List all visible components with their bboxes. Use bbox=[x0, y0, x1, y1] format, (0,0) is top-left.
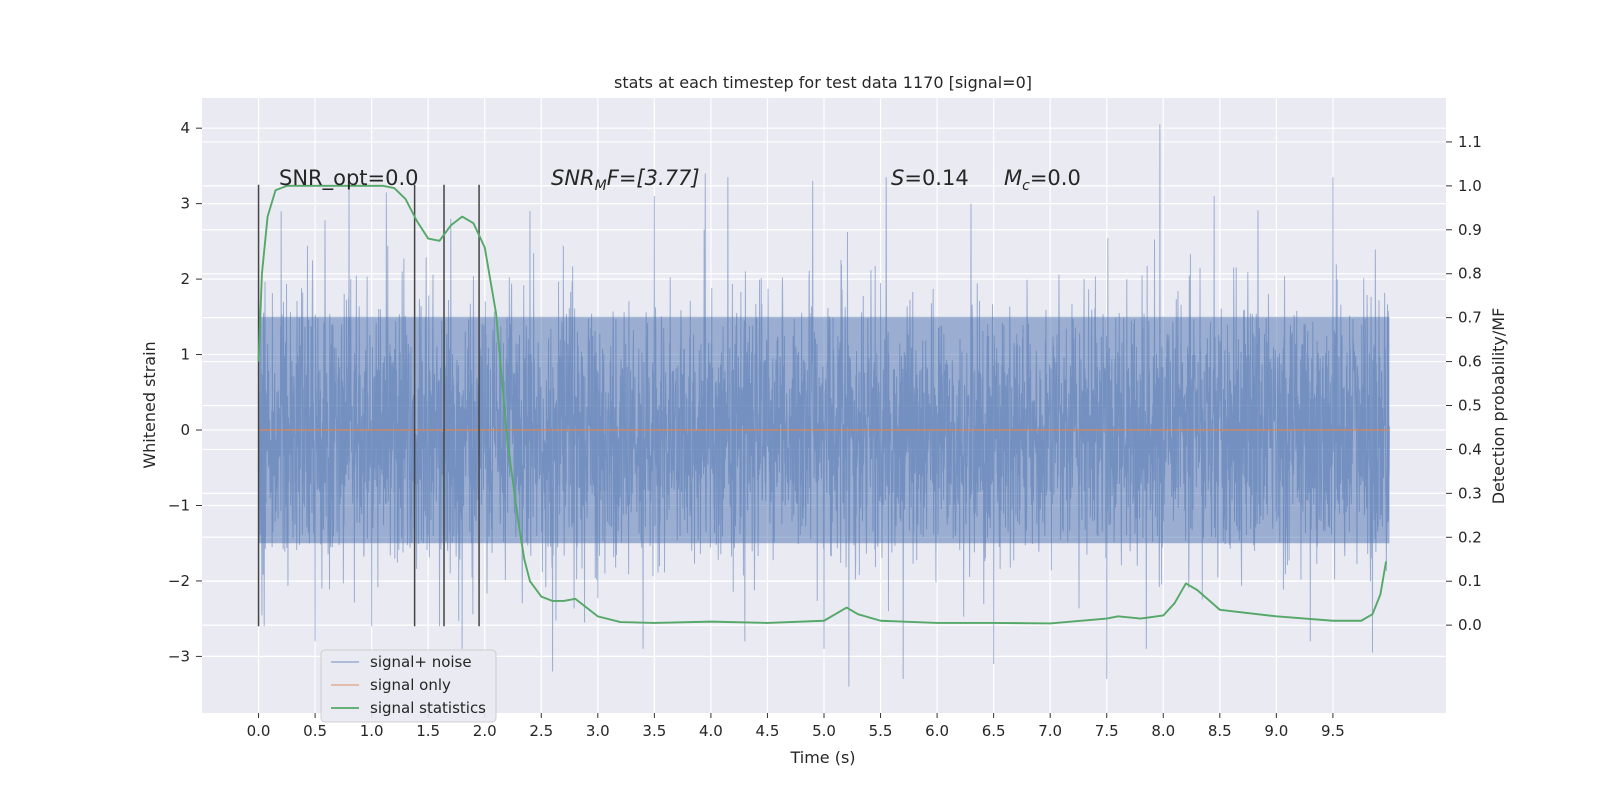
y-tick-label-2: −1 bbox=[168, 496, 190, 514]
y-tick-label-1: −2 bbox=[168, 572, 190, 590]
annotation-mc-value: =0.0 bbox=[1030, 166, 1081, 190]
x-tick-label-17: 8.5 bbox=[1208, 722, 1232, 740]
x-axis-title: Time (s) bbox=[789, 748, 855, 767]
annotation-snr-opt: SNR_opt=0.0 bbox=[279, 166, 419, 191]
x-tick-label-1: 0.5 bbox=[303, 722, 327, 740]
y2-axis-ticks: 0.0 0.1 0.2 0.3 0.4 0.5 0.6 0.7 0.8 0.9 1.0 1.1 bbox=[1446, 133, 1482, 634]
y2-tick-label-1: 0.1 bbox=[1458, 572, 1482, 590]
y2-tick-label-8: 0.8 bbox=[1458, 265, 1482, 283]
x-tick-label-19: 9.5 bbox=[1321, 722, 1345, 740]
y-tick-label-3: 0 bbox=[180, 421, 190, 439]
y2-tick-label-4: 0.4 bbox=[1458, 440, 1482, 458]
annotation-s-value: =0.14 bbox=[904, 166, 968, 190]
y-tick-label-7: 4 bbox=[180, 119, 190, 137]
annotation-s: S=0.14 bbox=[891, 166, 969, 190]
legend-box bbox=[320, 649, 497, 723]
stats-series bbox=[257, 184, 1387, 625]
y-tick-label-6: 3 bbox=[180, 195, 190, 213]
x-tick-label-2: 1.0 bbox=[360, 722, 384, 740]
annotation-mc: Mc=0.0 bbox=[1004, 166, 1081, 194]
y2-axis-title: Detection probability/MF bbox=[1489, 308, 1508, 505]
y-axis-title: Whitened strain bbox=[140, 341, 159, 468]
x-tick-label-14: 7.0 bbox=[1038, 722, 1062, 740]
y-axis-ticks: −3 −2 −1 0 1 2 3 4 bbox=[168, 119, 202, 665]
stats-line bbox=[257, 184, 1387, 625]
y-tick-label-0: −3 bbox=[168, 647, 190, 665]
vertical-markers bbox=[257, 184, 480, 627]
x-tick-label-8: 4.0 bbox=[699, 722, 723, 740]
y2-tick-label-6: 0.6 bbox=[1458, 353, 1482, 371]
noise-line bbox=[258, 124, 1390, 687]
y-tick-label-4: 1 bbox=[180, 346, 190, 364]
x-tick-label-3: 1.5 bbox=[416, 722, 440, 740]
annotation-s-label: S bbox=[891, 166, 904, 190]
legend-label-stats: signal statistics bbox=[370, 699, 486, 717]
annotation-snr-mf-base: SNR bbox=[551, 166, 595, 190]
annotation-mc-base: M bbox=[1004, 166, 1022, 190]
chart-title: stats at each timestep for test data 117… bbox=[614, 73, 1032, 92]
x-tick-label-7: 3.5 bbox=[642, 722, 666, 740]
y-tick-label-5: 2 bbox=[180, 270, 190, 288]
x-tick-label-5: 2.5 bbox=[529, 722, 553, 740]
annotation-mc-sub: c bbox=[1022, 178, 1030, 194]
x-tick-label-18: 9.0 bbox=[1264, 722, 1288, 740]
x-tick-label-10: 5.0 bbox=[812, 722, 836, 740]
x-axis-ticks: 0.0 0.5 1.0 1.5 2.0 2.5 3.0 3.5 4.0 4.5 5.0 5.5 6.0 6… bbox=[247, 713, 1345, 740]
x-tick-label-16: 8.0 bbox=[1151, 722, 1175, 740]
x-tick-label-12: 6.0 bbox=[925, 722, 949, 740]
y2-tick-label-3: 0.3 bbox=[1458, 484, 1482, 502]
x-tick-label-6: 3.0 bbox=[586, 722, 610, 740]
y2-tick-label-10: 1.0 bbox=[1458, 177, 1482, 195]
y2-tick-label-11: 1.1 bbox=[1458, 133, 1482, 151]
x-tick-label-11: 5.5 bbox=[869, 722, 893, 740]
x-tick-label-0: 0.0 bbox=[247, 722, 271, 740]
legend-label-noise: signal+ noise bbox=[370, 653, 472, 671]
y2-tick-label-9: 0.9 bbox=[1458, 221, 1482, 239]
annotation-snr-mf-sub: M bbox=[595, 178, 607, 194]
y2-tick-label-2: 0.2 bbox=[1458, 528, 1482, 546]
x-tick-label-4: 2.0 bbox=[473, 722, 497, 740]
y2-tick-label-0: 0.0 bbox=[1458, 616, 1482, 634]
annotation-snr-mf: SNRMF=[3.77] bbox=[551, 166, 700, 194]
legend-label-signal: signal only bbox=[370, 676, 451, 694]
y2-tick-label-7: 0.7 bbox=[1458, 309, 1482, 327]
x-tick-label-13: 6.5 bbox=[982, 722, 1006, 740]
annotation-snr-mf-rest: F=[3.77] bbox=[607, 166, 700, 190]
x-tick-label-9: 4.5 bbox=[756, 722, 780, 740]
y2-tick-label-5: 0.5 bbox=[1458, 397, 1482, 415]
legend: signal+ noise signal only signal statist… bbox=[320, 649, 497, 723]
x-tick-label-15: 7.5 bbox=[1095, 722, 1119, 740]
